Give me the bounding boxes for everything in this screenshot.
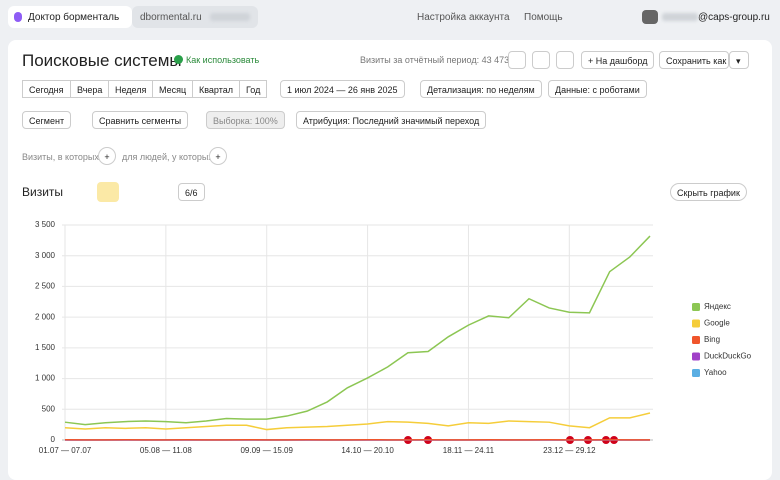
icon-button[interactable]	[508, 51, 526, 69]
hide-chart[interactable]: Скрыть график	[670, 183, 747, 201]
legend-swatch	[692, 353, 700, 361]
filter-label: для людей, у которых	[122, 152, 213, 162]
counter-name: Доктор борменталь	[28, 12, 119, 23]
period-button[interactable]: Квартал	[192, 80, 240, 98]
legend-swatch	[692, 336, 700, 344]
x-tick-label: 23.12 — 29.12	[543, 446, 596, 455]
add-filter[interactable]: +	[209, 147, 227, 165]
y-tick-label: 500	[42, 404, 56, 413]
detail-select[interactable]: Детализация: по неделям	[420, 80, 542, 98]
period-button[interactable]: Месяц	[152, 80, 193, 98]
icon-button[interactable]	[556, 51, 574, 69]
chart-mode-active[interactable]	[97, 182, 119, 202]
period-button[interactable]: Сегодня	[22, 80, 71, 98]
user-email: @caps-group.ru	[698, 12, 770, 23]
y-tick-label: 2 500	[35, 282, 56, 291]
legend-label: Bing	[704, 335, 720, 344]
site-name: dbormental.ru	[140, 12, 202, 23]
save-menu[interactable]: ▾	[729, 51, 749, 69]
report-title: Поисковые системы	[22, 51, 182, 71]
period-button[interactable]: Год	[239, 80, 267, 98]
chart: 0 500 1 000 1 500 2 000 2 500 3 000 3 500 01.07 …	[0, 210, 780, 472]
x-tick-label: 18.11 — 24.11	[443, 446, 495, 455]
label: На дашборд	[596, 56, 648, 66]
avatar[interactable]	[642, 10, 658, 24]
y-tick-label: 1 000	[35, 374, 56, 383]
icon-button[interactable]	[532, 51, 550, 69]
legend-swatch	[692, 369, 700, 377]
save-button[interactable]: Сохранить как	[659, 51, 729, 69]
series-line	[65, 236, 650, 425]
filter-label: Визиты, в которых	[22, 152, 99, 162]
date-range[interactable]: 1 июл 2024 — 26 янв 2025	[280, 80, 405, 98]
legend-label: DuckDuckGo	[704, 352, 752, 361]
check-icon	[174, 55, 183, 64]
x-tick-label: 09.09 — 15.09	[240, 446, 293, 455]
legend-label: Yahoo	[704, 368, 727, 377]
x-tick-label: 01.07 — 07.07	[39, 446, 92, 455]
segment-button[interactable]: Сегмент	[22, 111, 71, 129]
x-tick-label: 05.08 — 11.08	[140, 446, 192, 455]
blurred-text	[662, 13, 698, 21]
legend-label: Google	[704, 319, 730, 328]
nav-link[interactable]: Настройка аккаунта	[417, 12, 510, 23]
chart-label: Визиты	[22, 185, 63, 199]
y-tick-label: 2 000	[35, 312, 56, 321]
sample-select: Выборка: 100%	[206, 111, 285, 129]
nav-link[interactable]: Помощь	[524, 12, 563, 23]
compare-button[interactable]: Сравнить сегменты	[92, 111, 188, 129]
x-tick-label: 14.10 — 20.10	[341, 446, 394, 455]
period-button[interactable]: Вчера	[70, 80, 109, 98]
total-visits: Визиты за отчётный период: 43 473	[360, 55, 509, 65]
data-select[interactable]: Данные: с роботами	[548, 80, 647, 98]
blurred-text	[210, 13, 250, 21]
legend-swatch	[692, 303, 700, 311]
y-tick-label: 1 500	[35, 343, 56, 352]
series-count[interactable]: 6/6	[178, 183, 205, 201]
y-tick-label: 3 500	[35, 220, 56, 229]
y-tick-label: 3 000	[35, 251, 56, 260]
add-filter[interactable]: +	[98, 147, 116, 165]
dashboard-button[interactable]: + На дашборд	[581, 51, 654, 69]
legend-swatch	[692, 320, 700, 328]
y-tick-label: 0	[51, 435, 56, 444]
help-link[interactable]: Как использовать	[186, 55, 259, 65]
period-button[interactable]: Неделя	[108, 80, 153, 98]
attribution-select[interactable]: Атрибуция: Последний значимый переход	[296, 111, 486, 129]
counter-icon	[14, 12, 22, 22]
legend-label: Яндекс	[704, 302, 731, 311]
